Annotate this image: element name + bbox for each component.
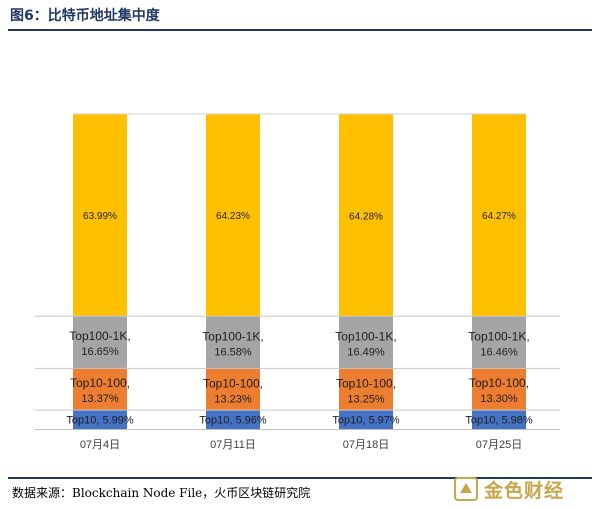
- data-label-series-name: Top100-1K,: [69, 329, 130, 343]
- x-tick-label: 07月11日: [210, 439, 256, 451]
- data-label-remainder: 64.23%: [216, 211, 250, 222]
- data-label-value: 13.30%: [480, 393, 518, 405]
- watermark-text: 金色财经: [484, 479, 565, 502]
- data-label-value: 16.58%: [214, 346, 252, 358]
- footer-divider: [8, 477, 592, 479]
- x-tick-label: 07月25日: [476, 439, 522, 451]
- bar-top100-1k-2: [339, 316, 393, 369]
- data-label-series-name: Top10-100,: [469, 376, 529, 390]
- bar-remainder-1: [206, 114, 260, 317]
- x-tick-label: 07月18日: [343, 439, 389, 451]
- data-label-value: 16.49%: [347, 346, 385, 358]
- title-divider: [8, 29, 592, 31]
- data-label-series-name: Top10-100,: [70, 376, 130, 390]
- data-label-value: 16.65%: [81, 346, 119, 358]
- bar-top100-1k-3: [472, 316, 526, 369]
- data-label-value: 16.46%: [480, 346, 518, 358]
- figure-title: 图6：比特币地址集中度: [10, 8, 160, 24]
- bar-top100-1k-0: [73, 315, 127, 369]
- bar-top10-100-0: [73, 368, 127, 411]
- data-label-value: 13.23%: [214, 393, 252, 405]
- data-label-top10: Top10, 5.96%: [199, 415, 266, 427]
- data-label-remainder: 64.27%: [482, 211, 516, 222]
- bar-top10-3: [472, 410, 526, 429]
- data-label-series-name: Top100-1K,: [202, 329, 263, 343]
- bar-remainder-3: [472, 113, 526, 317]
- bar-remainder-2: [339, 114, 393, 317]
- data-label-value: 13.37%: [81, 393, 119, 405]
- bar-top10-100-2: [339, 368, 393, 411]
- watermark: 金色财经: [454, 476, 564, 502]
- data-label-series-name: Top10-100,: [336, 376, 396, 390]
- data-label-value: 13.25%: [347, 393, 385, 405]
- bar-top10-2: [339, 410, 393, 429]
- data-label-top10: Top10, 5.98%: [465, 415, 532, 427]
- data-label-top10: Top10, 5.99%: [66, 415, 133, 427]
- source-note: 数据来源：Blockchain Node File，火币区块链研究院: [12, 486, 311, 500]
- data-label-series-name: Top100-1K,: [468, 329, 529, 343]
- x-tick-label: 07月4日: [80, 439, 120, 451]
- bar-top100-1k-1: [206, 316, 260, 369]
- data-label-remainder: 63.99%: [83, 211, 117, 222]
- watermark-logo-icon: [454, 477, 478, 501]
- bar-top10-0: [73, 410, 127, 429]
- data-label-series-name: Top10-100,: [203, 376, 263, 390]
- bar-top10-100-3: [472, 368, 526, 411]
- bar-top10-100-1: [206, 368, 260, 411]
- bar-top10-1: [206, 410, 260, 429]
- data-label-series-name: Top100-1K,: [335, 329, 396, 343]
- bar-remainder-0: [73, 114, 127, 316]
- data-label-top10: Top10, 5.97%: [332, 415, 399, 427]
- data-label-remainder: 64.28%: [349, 211, 383, 222]
